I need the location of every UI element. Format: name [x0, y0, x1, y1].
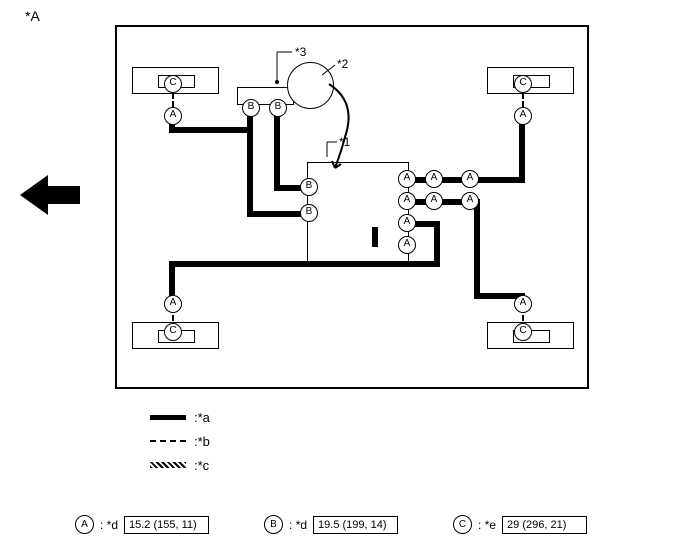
torque-c-value: 29 (296, 21) [502, 516, 587, 534]
fitting-a: A [425, 192, 443, 210]
pipe [474, 199, 480, 299]
callout-3: *3 [295, 45, 306, 59]
fitting-c: C [164, 75, 182, 93]
brake-pedal [327, 82, 367, 132]
pipe [169, 127, 249, 133]
fitting-a: A [398, 170, 416, 188]
fitting-a: A [164, 295, 182, 313]
callout-2: *2 [337, 57, 348, 71]
torque-a-symbol: A [75, 515, 94, 534]
pipe [372, 227, 378, 247]
legend: : *a : *b : *c [150, 405, 210, 477]
torque-b: B : *d 19.5 (199, 14) [264, 515, 398, 534]
torque-c: C : *e 29 (296, 21) [453, 515, 587, 534]
legend-solid: : *a [150, 405, 210, 429]
torque-c-symbol: C [453, 515, 472, 534]
torque-b-value: 19.5 (199, 14) [313, 516, 398, 534]
pipe [169, 261, 440, 267]
pipe [274, 109, 280, 191]
legend-dashed: : *b [150, 429, 210, 453]
fitting-b: B [300, 204, 318, 222]
corner-label: *A [25, 8, 40, 24]
torque-c-note: *e [485, 518, 496, 532]
fitting-a: A [398, 214, 416, 232]
torque-a-note: *d [107, 518, 118, 532]
fitting-b: B [269, 99, 287, 117]
torque-b-note: *d [296, 518, 307, 532]
torque-a-value: 15.2 (155, 11) [124, 516, 209, 534]
fitting-a: A [461, 170, 479, 188]
fitting-c: C [514, 75, 532, 93]
torque-row: A : *d 15.2 (155, 11) B : *d 19.5 (199, … [75, 515, 675, 534]
fitting-c: C [164, 323, 182, 341]
pipe [247, 109, 253, 217]
fitting-b: B [300, 178, 318, 196]
abs-actuator [307, 162, 409, 264]
fitting-a: A [514, 107, 532, 125]
fitting-a: A [461, 192, 479, 210]
page: { "labels": { "corner": "*A", "callouts"… [0, 0, 688, 560]
fitting-a: A [164, 107, 182, 125]
fitting-b: B [242, 99, 260, 117]
fitting-a: A [425, 170, 443, 188]
legend-dashed-label: *b [198, 434, 210, 449]
pipe [519, 115, 525, 183]
legend-solid-label: *a [198, 410, 210, 425]
diagram-frame: *1 *2 *3 C A [115, 25, 589, 389]
fitting-c: C [514, 323, 532, 341]
legend-hatched: : *c [150, 453, 210, 477]
fitting-a: A [398, 236, 416, 254]
torque-a: A : *d 15.2 (155, 11) [75, 515, 209, 534]
front-arrow [20, 170, 80, 220]
fitting-a: A [398, 192, 416, 210]
callout-1: *1 [339, 135, 350, 149]
torque-b-symbol: B [264, 515, 283, 534]
fitting-a: A [514, 295, 532, 313]
legend-hatched-label: *c [198, 458, 210, 473]
